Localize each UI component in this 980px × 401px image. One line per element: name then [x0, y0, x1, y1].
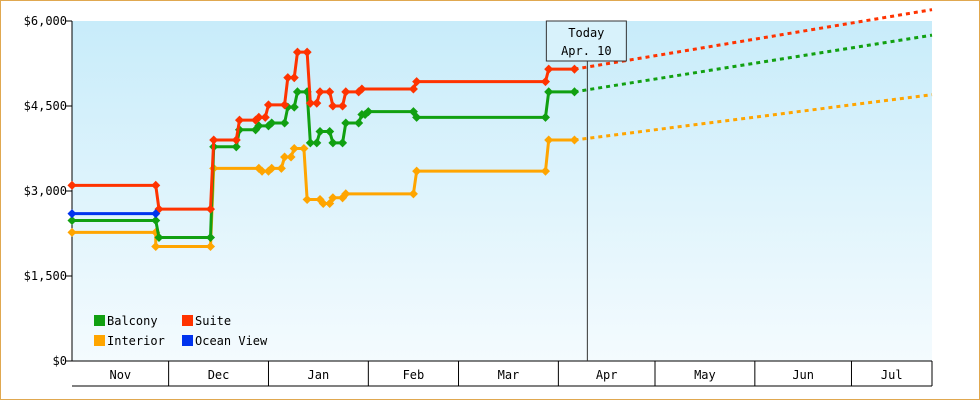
series-line	[72, 138, 575, 249]
data-point	[151, 215, 161, 225]
data-point	[280, 118, 290, 128]
data-point	[305, 138, 315, 148]
data-point	[67, 180, 77, 190]
today-marker: Today Apr. 10	[545, 20, 627, 361]
data-point	[205, 232, 216, 242]
x-month-label: Jun	[792, 368, 814, 382]
data-point	[151, 180, 161, 190]
data-point	[205, 204, 216, 214]
today-date: Apr. 10	[561, 44, 612, 58]
legend-label: Ocean View	[195, 334, 268, 348]
legend-label: Balcony	[107, 314, 158, 328]
today-label: Today	[568, 26, 604, 40]
data-point	[289, 102, 299, 112]
y-tick-label: $1,500	[24, 269, 67, 283]
data-point	[283, 73, 293, 83]
data-point	[260, 112, 270, 122]
data-point	[67, 215, 77, 225]
x-month-label: Dec	[208, 368, 230, 382]
data-point	[154, 232, 164, 242]
x-month-label: Jul	[881, 368, 903, 382]
data-point	[267, 118, 277, 128]
data-point	[276, 163, 286, 173]
data-point	[280, 100, 290, 110]
data-point	[280, 152, 290, 162]
data-point	[357, 84, 367, 94]
legend-swatch	[182, 315, 193, 326]
data-point	[412, 77, 422, 87]
data-point	[408, 84, 418, 94]
data-point	[302, 194, 312, 205]
x-month-label: Nov	[109, 368, 131, 382]
data-point	[312, 98, 322, 108]
data-point	[363, 107, 373, 117]
y-tick-label: $0	[53, 354, 67, 368]
x-month-label: Mar	[498, 368, 520, 382]
data-point	[328, 193, 338, 203]
legend-item: Suite	[182, 314, 231, 328]
legend: Balcony Suite Interior Ocean View	[94, 314, 268, 348]
data-point	[209, 135, 219, 145]
legend-item: Interior	[94, 334, 165, 348]
y-tick-label: $6,000	[24, 14, 67, 28]
legend-swatch	[182, 335, 193, 346]
legend-swatch	[94, 335, 105, 346]
data-point	[408, 189, 418, 199]
x-month-label: Jan	[308, 368, 330, 382]
legend-label: Suite	[195, 314, 231, 328]
data-point	[341, 118, 351, 128]
x-month-label: Feb	[403, 368, 425, 382]
legend-item: Balcony	[94, 314, 158, 328]
data-point	[354, 118, 364, 128]
data-point	[289, 73, 299, 83]
data-point	[328, 138, 338, 148]
data-point	[234, 115, 245, 125]
data-point	[305, 98, 315, 108]
legend-label: Interior	[107, 334, 165, 348]
legend-item: Ocean View	[182, 334, 268, 348]
data-point	[257, 166, 267, 176]
axes: $0 $1,500 $3,000 $4,500 $6,000 Nov Dec Jan Feb Ma…	[24, 14, 933, 387]
y-tick-label: $4,500	[24, 99, 67, 113]
data-point	[338, 101, 348, 111]
legend-swatch	[94, 315, 105, 326]
series-interior	[67, 93, 933, 252]
today-box	[545, 20, 627, 62]
plot-area	[72, 21, 932, 361]
data-point	[328, 101, 338, 111]
data-point	[302, 47, 312, 57]
x-month-label: May	[694, 368, 716, 382]
y-tick-label: $3,000	[24, 184, 67, 198]
x-month-label: Apr	[596, 368, 618, 382]
data-point	[67, 227, 77, 237]
data-point	[254, 112, 264, 122]
